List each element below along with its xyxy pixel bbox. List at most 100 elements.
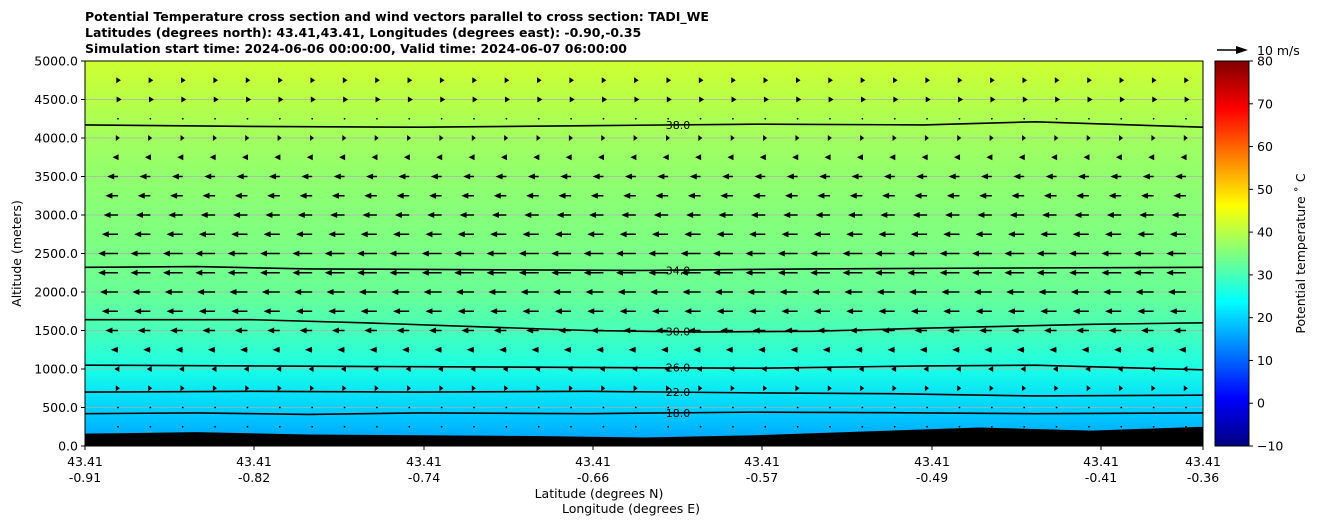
wind-vector bbox=[522, 308, 539, 315]
wind-vector bbox=[1022, 96, 1028, 103]
wind-vector bbox=[376, 117, 378, 120]
wind-vector bbox=[761, 366, 767, 372]
wind-vector bbox=[795, 77, 801, 84]
wind-vector bbox=[436, 154, 443, 161]
wind-vector bbox=[146, 366, 152, 372]
wind-vector bbox=[454, 269, 474, 276]
wind-vector bbox=[1055, 406, 1058, 409]
wind-vector bbox=[764, 425, 767, 428]
wind-vector bbox=[822, 346, 830, 353]
wind-vector bbox=[810, 250, 830, 257]
wind-vector bbox=[829, 117, 831, 120]
wind-vector bbox=[790, 346, 798, 353]
wind-vector bbox=[907, 250, 928, 257]
y-tick-label: 2000.0 bbox=[34, 285, 78, 300]
wind-vector bbox=[343, 406, 346, 409]
wind-vector bbox=[396, 192, 410, 199]
wind-vector bbox=[1151, 77, 1157, 84]
wind-vector bbox=[910, 231, 928, 238]
wind-vector bbox=[299, 192, 313, 199]
wind-vector-layer bbox=[98, 77, 1190, 428]
wind-vector bbox=[590, 192, 604, 199]
wind-vector bbox=[828, 96, 834, 103]
wind-vector bbox=[563, 346, 572, 353]
wind-vector bbox=[181, 425, 184, 428]
wind-vector bbox=[777, 269, 798, 276]
wind-vector bbox=[1023, 117, 1026, 120]
wind-vector bbox=[504, 385, 509, 392]
wind-vector bbox=[687, 327, 701, 334]
colorbar-tick-label: 40 bbox=[1257, 225, 1273, 240]
wind-vector bbox=[722, 173, 733, 180]
wind-vector bbox=[423, 289, 442, 295]
wind-vector bbox=[427, 212, 442, 218]
wind-vector bbox=[924, 135, 929, 141]
wind-vector bbox=[893, 406, 896, 409]
x-tick-label-lat: 43.41 bbox=[236, 454, 272, 469]
wind-vector bbox=[732, 425, 734, 428]
wind-vector bbox=[371, 154, 378, 161]
y-tick-label: 1000.0 bbox=[34, 362, 78, 377]
wind-vector bbox=[429, 327, 442, 334]
wind-vector bbox=[1043, 327, 1057, 334]
wind-vector bbox=[630, 154, 637, 161]
wind-vector bbox=[1103, 289, 1122, 295]
wind-vector bbox=[233, 212, 248, 218]
wind-vector bbox=[730, 135, 735, 141]
x-tick-label-lat: 43.41 bbox=[67, 454, 103, 469]
contour-label: 18.0 bbox=[666, 407, 691, 420]
wind-vector bbox=[990, 77, 995, 84]
wind-vector bbox=[745, 269, 766, 276]
terrain bbox=[85, 426, 1203, 446]
wind-vector bbox=[1137, 231, 1154, 238]
wind-vector bbox=[984, 346, 992, 353]
wind-vector bbox=[135, 212, 151, 218]
wind-vector bbox=[229, 289, 248, 295]
wind-vector bbox=[389, 269, 410, 276]
wind-vector bbox=[502, 366, 508, 372]
wind-vector bbox=[623, 192, 636, 199]
wind-vector bbox=[568, 385, 573, 392]
wind-vector bbox=[373, 366, 379, 372]
wind-vector bbox=[1117, 366, 1123, 372]
wind-vector bbox=[945, 212, 960, 218]
wind-vector bbox=[1119, 385, 1124, 392]
y-tick-label: 4000.0 bbox=[34, 131, 78, 146]
wind-vector bbox=[1086, 385, 1091, 392]
wind-vector bbox=[505, 406, 508, 409]
wind-vector bbox=[1184, 96, 1190, 103]
wind-vector bbox=[227, 269, 248, 276]
wind-vector bbox=[815, 212, 830, 218]
wind-vector bbox=[490, 308, 507, 315]
wind-vector bbox=[849, 327, 863, 334]
wind-vector bbox=[601, 385, 606, 392]
wind-vector bbox=[939, 269, 960, 276]
wind-vector bbox=[1152, 96, 1158, 103]
wind-vector bbox=[114, 366, 120, 372]
wind-vector bbox=[1055, 117, 1058, 120]
wind-vector bbox=[1169, 308, 1186, 315]
wind-vector bbox=[827, 385, 832, 392]
wind-vector bbox=[393, 308, 410, 315]
wind-vector bbox=[407, 77, 413, 84]
wind-vector bbox=[1016, 346, 1025, 353]
wind-vector bbox=[1133, 269, 1154, 276]
wind-vector bbox=[1040, 308, 1057, 315]
wind-vector bbox=[236, 173, 248, 180]
wind-vector bbox=[1006, 289, 1025, 295]
colorbar-tick-label: 0 bbox=[1257, 396, 1265, 411]
wind-vector bbox=[846, 231, 863, 238]
wind-vector bbox=[570, 425, 572, 428]
wind-vector bbox=[943, 308, 960, 315]
wind-vector bbox=[536, 135, 541, 141]
wind-vector bbox=[337, 346, 345, 353]
wind-vector bbox=[1086, 135, 1091, 141]
x-tick-label-lon: -0.49 bbox=[916, 470, 948, 485]
wind-vector bbox=[212, 385, 217, 392]
wind-vector bbox=[601, 135, 606, 141]
wind-vector bbox=[699, 406, 702, 409]
contour-line bbox=[85, 390, 1203, 397]
wind-vector bbox=[861, 117, 864, 120]
wind-vector bbox=[202, 327, 216, 334]
wind-vector bbox=[376, 406, 378, 409]
